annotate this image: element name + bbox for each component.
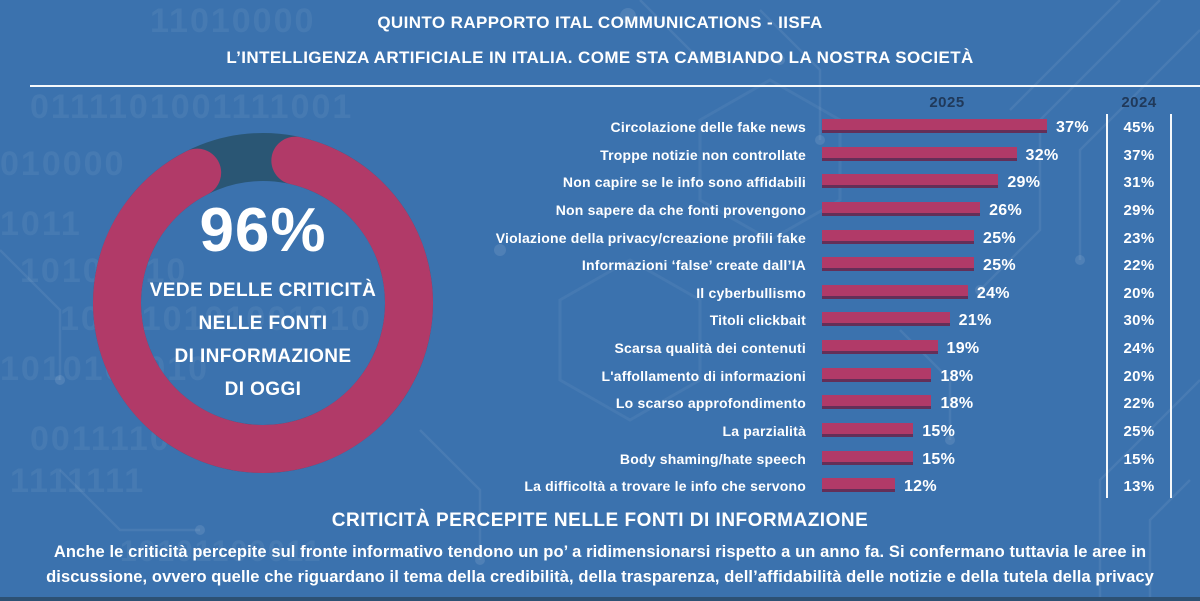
bar-2025 <box>822 201 981 216</box>
bar-2025 <box>822 367 932 382</box>
bar-value-2025: 15% <box>922 422 956 440</box>
bar-row: Troppe notizie non controllate 32% 37% <box>0 142 1200 170</box>
bar-row-label: Circolazione delle fake news <box>610 119 806 135</box>
bar-value-2024: 31% <box>1123 174 1155 192</box>
donut-caption-line: NELLE FONTI <box>198 313 328 334</box>
report-subtitle: L’INTELLIGENZA ARTIFICIALE IN ITALIA. CO… <box>226 48 974 67</box>
bar-value-2025: 12% <box>903 478 937 496</box>
bar-row-label: L'affollamento di informazioni <box>601 367 806 384</box>
bar-2025 <box>822 229 974 244</box>
bar-value-2025: 37% <box>1055 119 1089 136</box>
bar-row: Scarsa qualità dei contenuti 19% 24% <box>0 335 1200 363</box>
bar-value-2024: 22% <box>1123 395 1155 413</box>
bar-row-label: Titoli clickbait <box>709 312 806 329</box>
column-divider-left <box>1106 114 1108 498</box>
binary-decoration-text: 11010000 <box>150 2 316 40</box>
donut-caption-line: DI INFORMAZIONE <box>174 346 352 367</box>
chart-title: CRITICITÀ PERCEPITE NELLE FONTI DI INFOR… <box>331 510 869 531</box>
bar-row-label: La difficoltà a trovare le info che serv… <box>524 478 806 495</box>
bar-2025 <box>822 257 974 272</box>
bar-row-label: Body shaming/hate speech <box>619 450 806 467</box>
bar-row-label: Lo scarso approfondimento <box>615 395 806 412</box>
bar-row: Non sapere da che fonti provengono 26% 29% <box>0 197 1200 225</box>
bar-row: Informazioni ‘false’ create dall’IA 25% 22… <box>0 252 1200 280</box>
bar-row-label: Violazione della privacy/creazione profi… <box>495 229 806 246</box>
bar-row: Titoli clickbait 21% 30% <box>0 307 1200 335</box>
column-header-2024: 2024 <box>1121 94 1157 111</box>
bar-2025 <box>822 312 950 327</box>
bar-value-2024: 23% <box>1123 229 1155 247</box>
bar-row-label: Scarsa qualità dei contenuti <box>614 340 806 356</box>
bar-2025 <box>822 146 1017 161</box>
bar-row: Non capire se le info sono affidabili 29%… <box>0 169 1200 197</box>
bar-value-2025: 25% <box>983 257 1016 275</box>
bar-row: Lo scarso approfondimento 18% 22% <box>0 390 1200 418</box>
donut-caption: VEDE DELLE CRITICITÀ NELLE FONTI DI INFORM… <box>150 274 377 406</box>
bar-2025 <box>822 422 914 437</box>
bar-rows: Circolazione delle fake news 37% 45% Troppe… <box>0 114 1200 501</box>
column-divider-right <box>1170 114 1172 498</box>
bar-value-2024: 15% <box>1123 450 1155 468</box>
bar-2025 <box>822 119 1047 133</box>
bar-value-2024: 20% <box>1123 284 1155 302</box>
bar-value-2025: 18% <box>940 367 974 385</box>
bar-value-2024: 29% <box>1123 201 1155 219</box>
bar-value-2024: 37% <box>1123 146 1155 164</box>
bar-value-2025: 24% <box>976 284 1010 302</box>
bar-value-2024: 13% <box>1123 478 1155 496</box>
bar-value-2025: 25% <box>983 229 1016 247</box>
donut-text-block: 96% VEDE DELLE CRITICITÀ NELLE FONTI DI IN… <box>131 171 395 435</box>
binary-decoration-text: 1011 <box>0 205 82 243</box>
bar-value-2025: 26% <box>989 201 1023 219</box>
bar-2025 <box>822 450 914 465</box>
bar-row: L'affollamento di informazioni 18% 20% <box>0 363 1200 391</box>
header-divider <box>30 85 1200 87</box>
binary-decoration-text: 10101100011 <box>120 535 323 568</box>
bar-2025 <box>822 340 938 354</box>
donut-percentage: 96% <box>199 196 327 265</box>
bar-value-2025: 21% <box>958 312 992 330</box>
bar-row: Il cyberbullismo 24% 20% <box>0 280 1200 308</box>
bar-value-2025: 19% <box>946 340 980 357</box>
donut-ring <box>92 132 433 473</box>
donut-caption-line: VEDE DELLE CRITICITÀ <box>149 280 377 301</box>
bar-row-label: La parzialità <box>722 422 806 439</box>
binary-decoration-text: 0011110 <box>30 420 171 458</box>
report-title: QUINTO RAPPORTO ITAL COMMUNICATIONS - II… <box>377 13 823 32</box>
donut-chart: 96% VEDE DELLE CRITICITÀ NELLE FONTI DI IN… <box>91 131 435 475</box>
bar-row: Circolazione delle fake news 37% 45% <box>0 114 1200 142</box>
bar-value-2024: 24% <box>1123 340 1155 357</box>
bar-row-label: Il cyberbullismo <box>696 284 806 301</box>
binary-decoration-text: 0111101001111001 <box>30 88 354 126</box>
bar-row: La parzialità 15% 25% <box>0 418 1200 446</box>
bar-value-2024: 22% <box>1123 257 1155 275</box>
bar-value-2025: 32% <box>1025 146 1059 164</box>
bar-row-label: Informazioni ‘false’ create dall’IA <box>581 257 806 274</box>
bar-row-label: Non sapere da che fonti provengono <box>555 201 806 218</box>
donut-caption-line: DI OGGI <box>224 379 302 400</box>
chart-description: Anche le criticità percepite sul fronte … <box>46 543 1154 586</box>
bottom-edge-strip <box>0 597 1200 601</box>
bar-row-label: Troppe notizie non controllate <box>600 146 806 163</box>
bar-2025 <box>822 284 968 299</box>
bar-value-2024: 25% <box>1123 422 1155 440</box>
binary-decoration-text: 010000 <box>0 145 126 183</box>
bar-value-2025: 29% <box>1007 174 1041 192</box>
bar-row-label: Non capire se le info sono affidabili <box>562 174 806 191</box>
bar-value-2025: 15% <box>922 450 956 468</box>
bar-2025 <box>822 395 932 410</box>
bar-2025 <box>822 478 895 493</box>
column-header-2025: 2025 <box>929 94 965 111</box>
binary-decoration-text: 1111111 <box>10 462 146 500</box>
bar-value-2024: 30% <box>1123 312 1155 330</box>
bar-row: Violazione della privacy/creazione profi… <box>0 225 1200 253</box>
bar-value-2025: 18% <box>940 395 974 413</box>
bar-row: Body shaming/hate speech 15% 15% <box>0 446 1200 474</box>
bar-row: La difficoltà a trovare le info che serv… <box>0 473 1200 501</box>
bar-2025 <box>822 174 999 189</box>
bar-value-2024: 20% <box>1123 367 1155 385</box>
bar-value-2024: 45% <box>1123 119 1155 136</box>
